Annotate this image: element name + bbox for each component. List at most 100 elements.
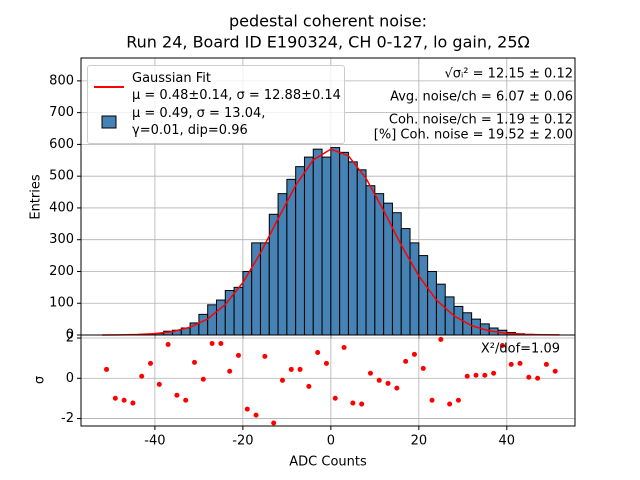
histogram-bar xyxy=(347,161,358,336)
histogram-bar xyxy=(233,286,244,336)
y-tick-label: 300 xyxy=(49,232,74,247)
y-tick-label: 800 xyxy=(49,73,74,88)
residual-point xyxy=(526,374,532,380)
histogram-bar xyxy=(374,193,385,336)
histogram-bar xyxy=(400,228,411,336)
residual-point xyxy=(447,401,453,407)
histogram-bar xyxy=(365,185,376,336)
residual-point xyxy=(218,340,224,346)
x-tick-label: 20 xyxy=(411,434,428,449)
histogram-bar xyxy=(198,313,209,336)
residual-point xyxy=(139,373,145,379)
residual-point xyxy=(438,336,444,342)
y-tick-label: 100 xyxy=(49,296,74,311)
residual-point xyxy=(121,397,127,403)
residual-point xyxy=(200,376,206,382)
histogram-bar xyxy=(286,178,297,336)
residual-point xyxy=(156,381,162,387)
axes-frame xyxy=(80,334,576,427)
y-axis-label: σ xyxy=(33,376,48,384)
annotation: [%] Coh. noise = 19.52 ± 2.00 xyxy=(374,128,573,143)
residual-point xyxy=(411,351,417,357)
annotation: Coh. noise/ch = 1.19 ± 0.12 xyxy=(389,113,573,128)
residual-point xyxy=(253,412,259,418)
residual-point xyxy=(279,377,285,383)
y-tick-label: 600 xyxy=(49,137,74,152)
histogram-bar xyxy=(312,148,323,336)
residual-point xyxy=(288,366,294,372)
histogram-bar xyxy=(224,290,235,336)
residual-point xyxy=(297,366,303,372)
histogram-bar xyxy=(383,202,393,336)
y-tick-label: 0 xyxy=(66,328,74,343)
residual-point xyxy=(499,342,505,348)
x-tick-label: 40 xyxy=(499,434,516,449)
legend-box xyxy=(101,115,117,129)
y-tick-label: 400 xyxy=(49,200,74,215)
x-tick-label: -20 xyxy=(232,434,253,449)
residual-point xyxy=(165,341,171,347)
residual-point xyxy=(112,395,118,401)
histogram-bar xyxy=(339,151,349,336)
y-axis-label: Entries xyxy=(29,174,44,220)
residual-point xyxy=(385,380,391,386)
y-tick-label: 0 xyxy=(66,371,74,386)
legend-entry: μ = 0.49, σ = 13.04, γ=0.01, dip=0.96 xyxy=(94,105,338,139)
annotation: X²/dof=1.09 xyxy=(481,342,560,357)
residual-point xyxy=(517,360,523,366)
residual-point xyxy=(473,372,479,378)
residual-point xyxy=(429,397,435,403)
chart-title: pedestal coherent noise: xyxy=(229,12,427,31)
y-tick-label: 700 xyxy=(49,105,74,120)
residual-point xyxy=(394,385,400,391)
x-tick-label: -40 xyxy=(144,434,165,449)
histogram-bar xyxy=(444,296,455,336)
histogram-bar xyxy=(435,283,446,336)
histogram-bar xyxy=(330,147,341,336)
histogram-bar xyxy=(427,270,437,336)
residual-point xyxy=(271,420,277,426)
legend-label: μ = 0.49, σ = 13.04, γ=0.01, dip=0.96 xyxy=(132,106,266,138)
histogram-bar xyxy=(207,304,217,336)
legend-label: Gaussian Fit μ = 0.48±0.14, σ = 12.88±0.… xyxy=(132,71,341,103)
y-tick-label: 200 xyxy=(49,264,74,279)
histogram-bar xyxy=(418,255,429,336)
residual-point xyxy=(350,400,356,406)
legend: Gaussian Fit μ = 0.48±0.14, σ = 12.88±0.… xyxy=(87,65,345,144)
y-tick-label: 2 xyxy=(66,331,74,346)
legend-entry: Gaussian Fit μ = 0.48±0.14, σ = 12.88±0.… xyxy=(94,70,341,104)
x-tick-label: 0 xyxy=(327,434,335,449)
residual-point xyxy=(235,352,241,358)
residual-point xyxy=(455,397,461,403)
residual-point xyxy=(535,375,541,381)
residual-point xyxy=(367,370,373,376)
residual-point xyxy=(420,365,426,371)
residual-point xyxy=(306,383,312,389)
histogram-bar xyxy=(303,156,314,336)
residual-point xyxy=(191,359,197,365)
residual-point xyxy=(183,397,189,403)
residual-point xyxy=(323,360,329,366)
residual-point xyxy=(332,395,338,401)
residual-point xyxy=(543,361,549,367)
residual-point xyxy=(104,366,110,372)
residual-point xyxy=(359,401,365,407)
fit-line xyxy=(102,148,560,336)
annotation: Avg. noise/ch = 6.07 ± 0.06 xyxy=(390,90,573,105)
chart-subtitle: Run 24, Board ID E190324, CH 0-127, lo g… xyxy=(126,33,529,52)
x-axis-label: ADC Counts xyxy=(289,455,367,470)
legend-swatch xyxy=(101,115,117,129)
residual-point xyxy=(148,360,154,366)
residual-point xyxy=(315,350,321,356)
residual-point xyxy=(491,370,497,376)
residual-point xyxy=(403,358,409,364)
residual-point xyxy=(552,368,558,374)
residual-point xyxy=(508,361,514,367)
residual-point xyxy=(209,340,215,346)
residual-point xyxy=(174,392,180,398)
residual-point xyxy=(376,377,382,383)
residual-point xyxy=(341,344,347,350)
residual-point xyxy=(244,406,250,412)
